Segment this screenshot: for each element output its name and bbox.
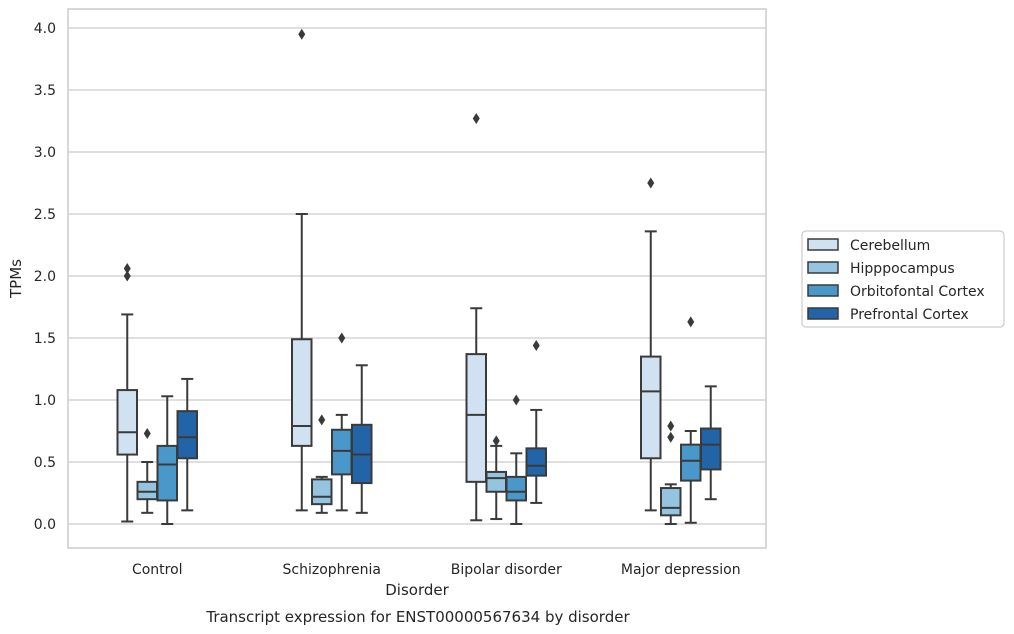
box bbox=[525, 339, 547, 504]
box bbox=[505, 394, 527, 525]
legend-swatch bbox=[807, 261, 839, 274]
box-rect bbox=[640, 355, 662, 460]
outlier-point bbox=[338, 332, 346, 344]
box bbox=[311, 414, 333, 514]
x-tick-label: Major depression bbox=[621, 562, 741, 578]
legend-swatch bbox=[807, 238, 839, 251]
legend-label: Orbitofontal Cortex bbox=[850, 284, 985, 300]
outlier-point bbox=[687, 316, 695, 328]
outlier-point bbox=[123, 270, 131, 282]
grid-lines bbox=[68, 27, 766, 525]
y-tick-label: 1.5 bbox=[34, 331, 56, 347]
y-tick-label: 0.5 bbox=[34, 455, 56, 471]
legend-item: Cerebellum bbox=[807, 238, 930, 254]
legend-label: Prefrontal Cortex bbox=[850, 307, 969, 323]
legend-item: Prefrontal Cortex bbox=[807, 307, 969, 323]
box-rect bbox=[680, 443, 702, 482]
y-tick-label: 0.0 bbox=[34, 517, 56, 533]
box-rect bbox=[156, 444, 178, 502]
box bbox=[660, 420, 682, 525]
box bbox=[485, 435, 507, 521]
box-rect bbox=[331, 428, 353, 476]
outlier-point bbox=[143, 427, 151, 439]
box bbox=[700, 385, 722, 501]
y-tick-labels: 0.0 0.5 1.0 1.5 2.0 2.5 3.0 3.5 4.0 bbox=[34, 21, 56, 533]
y-tick-label: 3.0 bbox=[34, 145, 56, 161]
box-rect bbox=[291, 338, 313, 447]
box bbox=[116, 263, 138, 523]
x-tick-label: Bipolar disorder bbox=[451, 562, 562, 578]
y-tick-label: 2.0 bbox=[34, 269, 56, 285]
y-tick-label: 4.0 bbox=[34, 21, 56, 37]
outlier-point bbox=[532, 339, 540, 351]
outlier-point bbox=[647, 177, 655, 189]
box bbox=[680, 316, 702, 524]
box bbox=[156, 395, 178, 525]
box-rect bbox=[505, 475, 527, 502]
legend-item: Hipppocampus bbox=[807, 261, 955, 277]
outlier-point bbox=[492, 435, 500, 447]
outlier-point bbox=[123, 263, 131, 275]
legend-label: Hipppocampus bbox=[850, 261, 955, 277]
y-tick-label: 3.5 bbox=[34, 83, 56, 99]
outlier-point bbox=[318, 414, 326, 426]
box-rect bbox=[700, 427, 722, 471]
box bbox=[465, 113, 487, 522]
outlier-point bbox=[512, 394, 520, 406]
plot-frame bbox=[67, 8, 767, 549]
x-tick-label: Schizophrenia bbox=[283, 562, 381, 578]
box-series bbox=[116, 28, 722, 525]
y-tick-label: 1.0 bbox=[34, 393, 56, 409]
box bbox=[351, 364, 373, 514]
outlier-point bbox=[298, 28, 306, 40]
outlier-point bbox=[667, 431, 675, 443]
y-axis-label: TPMs bbox=[7, 259, 25, 299]
box-rect bbox=[311, 478, 333, 506]
box-rect bbox=[465, 353, 487, 483]
x-axis-label: Disorder bbox=[385, 581, 449, 599]
box bbox=[331, 332, 353, 512]
chart-caption: Transcript expression for ENST0000056763… bbox=[205, 608, 630, 626]
legend-frame bbox=[801, 230, 1005, 328]
box bbox=[136, 427, 158, 514]
legend-item: Orbitofontal Cortex bbox=[807, 284, 985, 300]
box-rect bbox=[525, 447, 547, 477]
legend: Cerebellum Hipppocampus Orbitofontal Corte… bbox=[801, 230, 1005, 328]
box-rect bbox=[485, 470, 507, 493]
legend-swatch bbox=[807, 307, 839, 320]
box bbox=[291, 28, 313, 512]
box bbox=[640, 177, 662, 512]
x-tick-label: Control bbox=[132, 562, 183, 578]
x-tick-labels: Control Schizophrenia Bipolar disorder Majo… bbox=[132, 562, 741, 578]
y-tick-label: 2.5 bbox=[34, 207, 56, 223]
box-rect bbox=[176, 410, 198, 460]
outlier-point bbox=[667, 420, 675, 432]
box-rect bbox=[136, 480, 158, 501]
legend-label: Cerebellum bbox=[850, 238, 930, 254]
outlier-point bbox=[472, 113, 480, 125]
box bbox=[176, 377, 198, 512]
box-rect bbox=[116, 389, 138, 456]
legend-swatch bbox=[807, 284, 839, 297]
box-rect bbox=[660, 487, 682, 517]
